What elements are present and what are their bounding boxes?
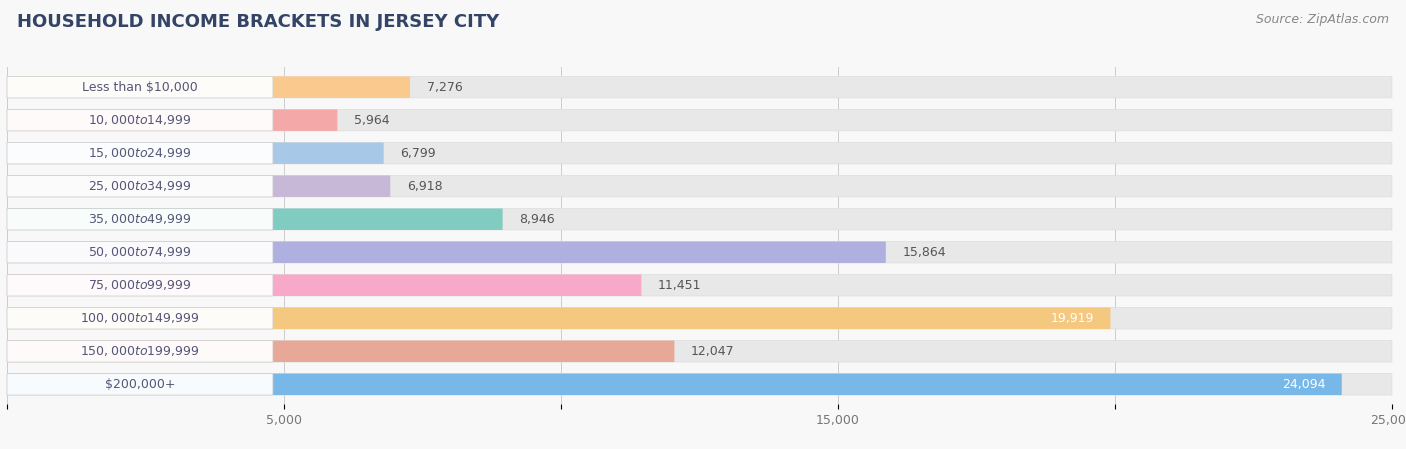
Text: $50,000 to $74,999: $50,000 to $74,999	[89, 245, 191, 259]
FancyBboxPatch shape	[7, 76, 411, 98]
Text: 24,094: 24,094	[1282, 378, 1324, 391]
FancyBboxPatch shape	[7, 340, 1392, 362]
FancyBboxPatch shape	[7, 374, 1392, 395]
Text: $150,000 to $199,999: $150,000 to $199,999	[80, 344, 200, 358]
FancyBboxPatch shape	[7, 208, 502, 230]
Text: 8,946: 8,946	[519, 213, 555, 226]
FancyBboxPatch shape	[7, 176, 1392, 197]
FancyBboxPatch shape	[7, 374, 273, 395]
Text: $35,000 to $49,999: $35,000 to $49,999	[89, 212, 191, 226]
Text: 15,864: 15,864	[903, 246, 946, 259]
FancyBboxPatch shape	[7, 274, 1392, 296]
Text: 11,451: 11,451	[658, 279, 702, 292]
FancyBboxPatch shape	[7, 340, 273, 362]
FancyBboxPatch shape	[7, 176, 391, 197]
FancyBboxPatch shape	[7, 142, 1392, 164]
FancyBboxPatch shape	[7, 142, 384, 164]
FancyBboxPatch shape	[7, 308, 1392, 329]
FancyBboxPatch shape	[7, 110, 1392, 131]
Text: $200,000+: $200,000+	[104, 378, 176, 391]
FancyBboxPatch shape	[7, 242, 886, 263]
Text: 6,918: 6,918	[406, 180, 443, 193]
Text: Source: ZipAtlas.com: Source: ZipAtlas.com	[1256, 13, 1389, 26]
Text: $10,000 to $14,999: $10,000 to $14,999	[89, 113, 191, 127]
FancyBboxPatch shape	[7, 76, 1392, 98]
Text: Less than $10,000: Less than $10,000	[82, 81, 198, 94]
Text: 19,919: 19,919	[1050, 312, 1094, 325]
Text: $75,000 to $99,999: $75,000 to $99,999	[89, 278, 191, 292]
FancyBboxPatch shape	[7, 374, 1341, 395]
Text: $100,000 to $149,999: $100,000 to $149,999	[80, 311, 200, 325]
FancyBboxPatch shape	[7, 110, 273, 131]
FancyBboxPatch shape	[7, 308, 1111, 329]
FancyBboxPatch shape	[7, 308, 273, 329]
FancyBboxPatch shape	[7, 242, 273, 263]
FancyBboxPatch shape	[7, 208, 273, 230]
FancyBboxPatch shape	[7, 176, 273, 197]
FancyBboxPatch shape	[7, 142, 273, 164]
Text: 5,964: 5,964	[354, 114, 389, 127]
Text: $25,000 to $34,999: $25,000 to $34,999	[89, 179, 191, 193]
Text: HOUSEHOLD INCOME BRACKETS IN JERSEY CITY: HOUSEHOLD INCOME BRACKETS IN JERSEY CITY	[17, 13, 499, 31]
Text: 7,276: 7,276	[426, 81, 463, 94]
FancyBboxPatch shape	[7, 76, 273, 98]
Text: 6,799: 6,799	[401, 147, 436, 160]
Text: $15,000 to $24,999: $15,000 to $24,999	[89, 146, 191, 160]
FancyBboxPatch shape	[7, 274, 273, 296]
FancyBboxPatch shape	[7, 208, 1392, 230]
FancyBboxPatch shape	[7, 110, 337, 131]
FancyBboxPatch shape	[7, 274, 641, 296]
FancyBboxPatch shape	[7, 340, 675, 362]
FancyBboxPatch shape	[7, 242, 1392, 263]
Text: 12,047: 12,047	[690, 345, 734, 358]
